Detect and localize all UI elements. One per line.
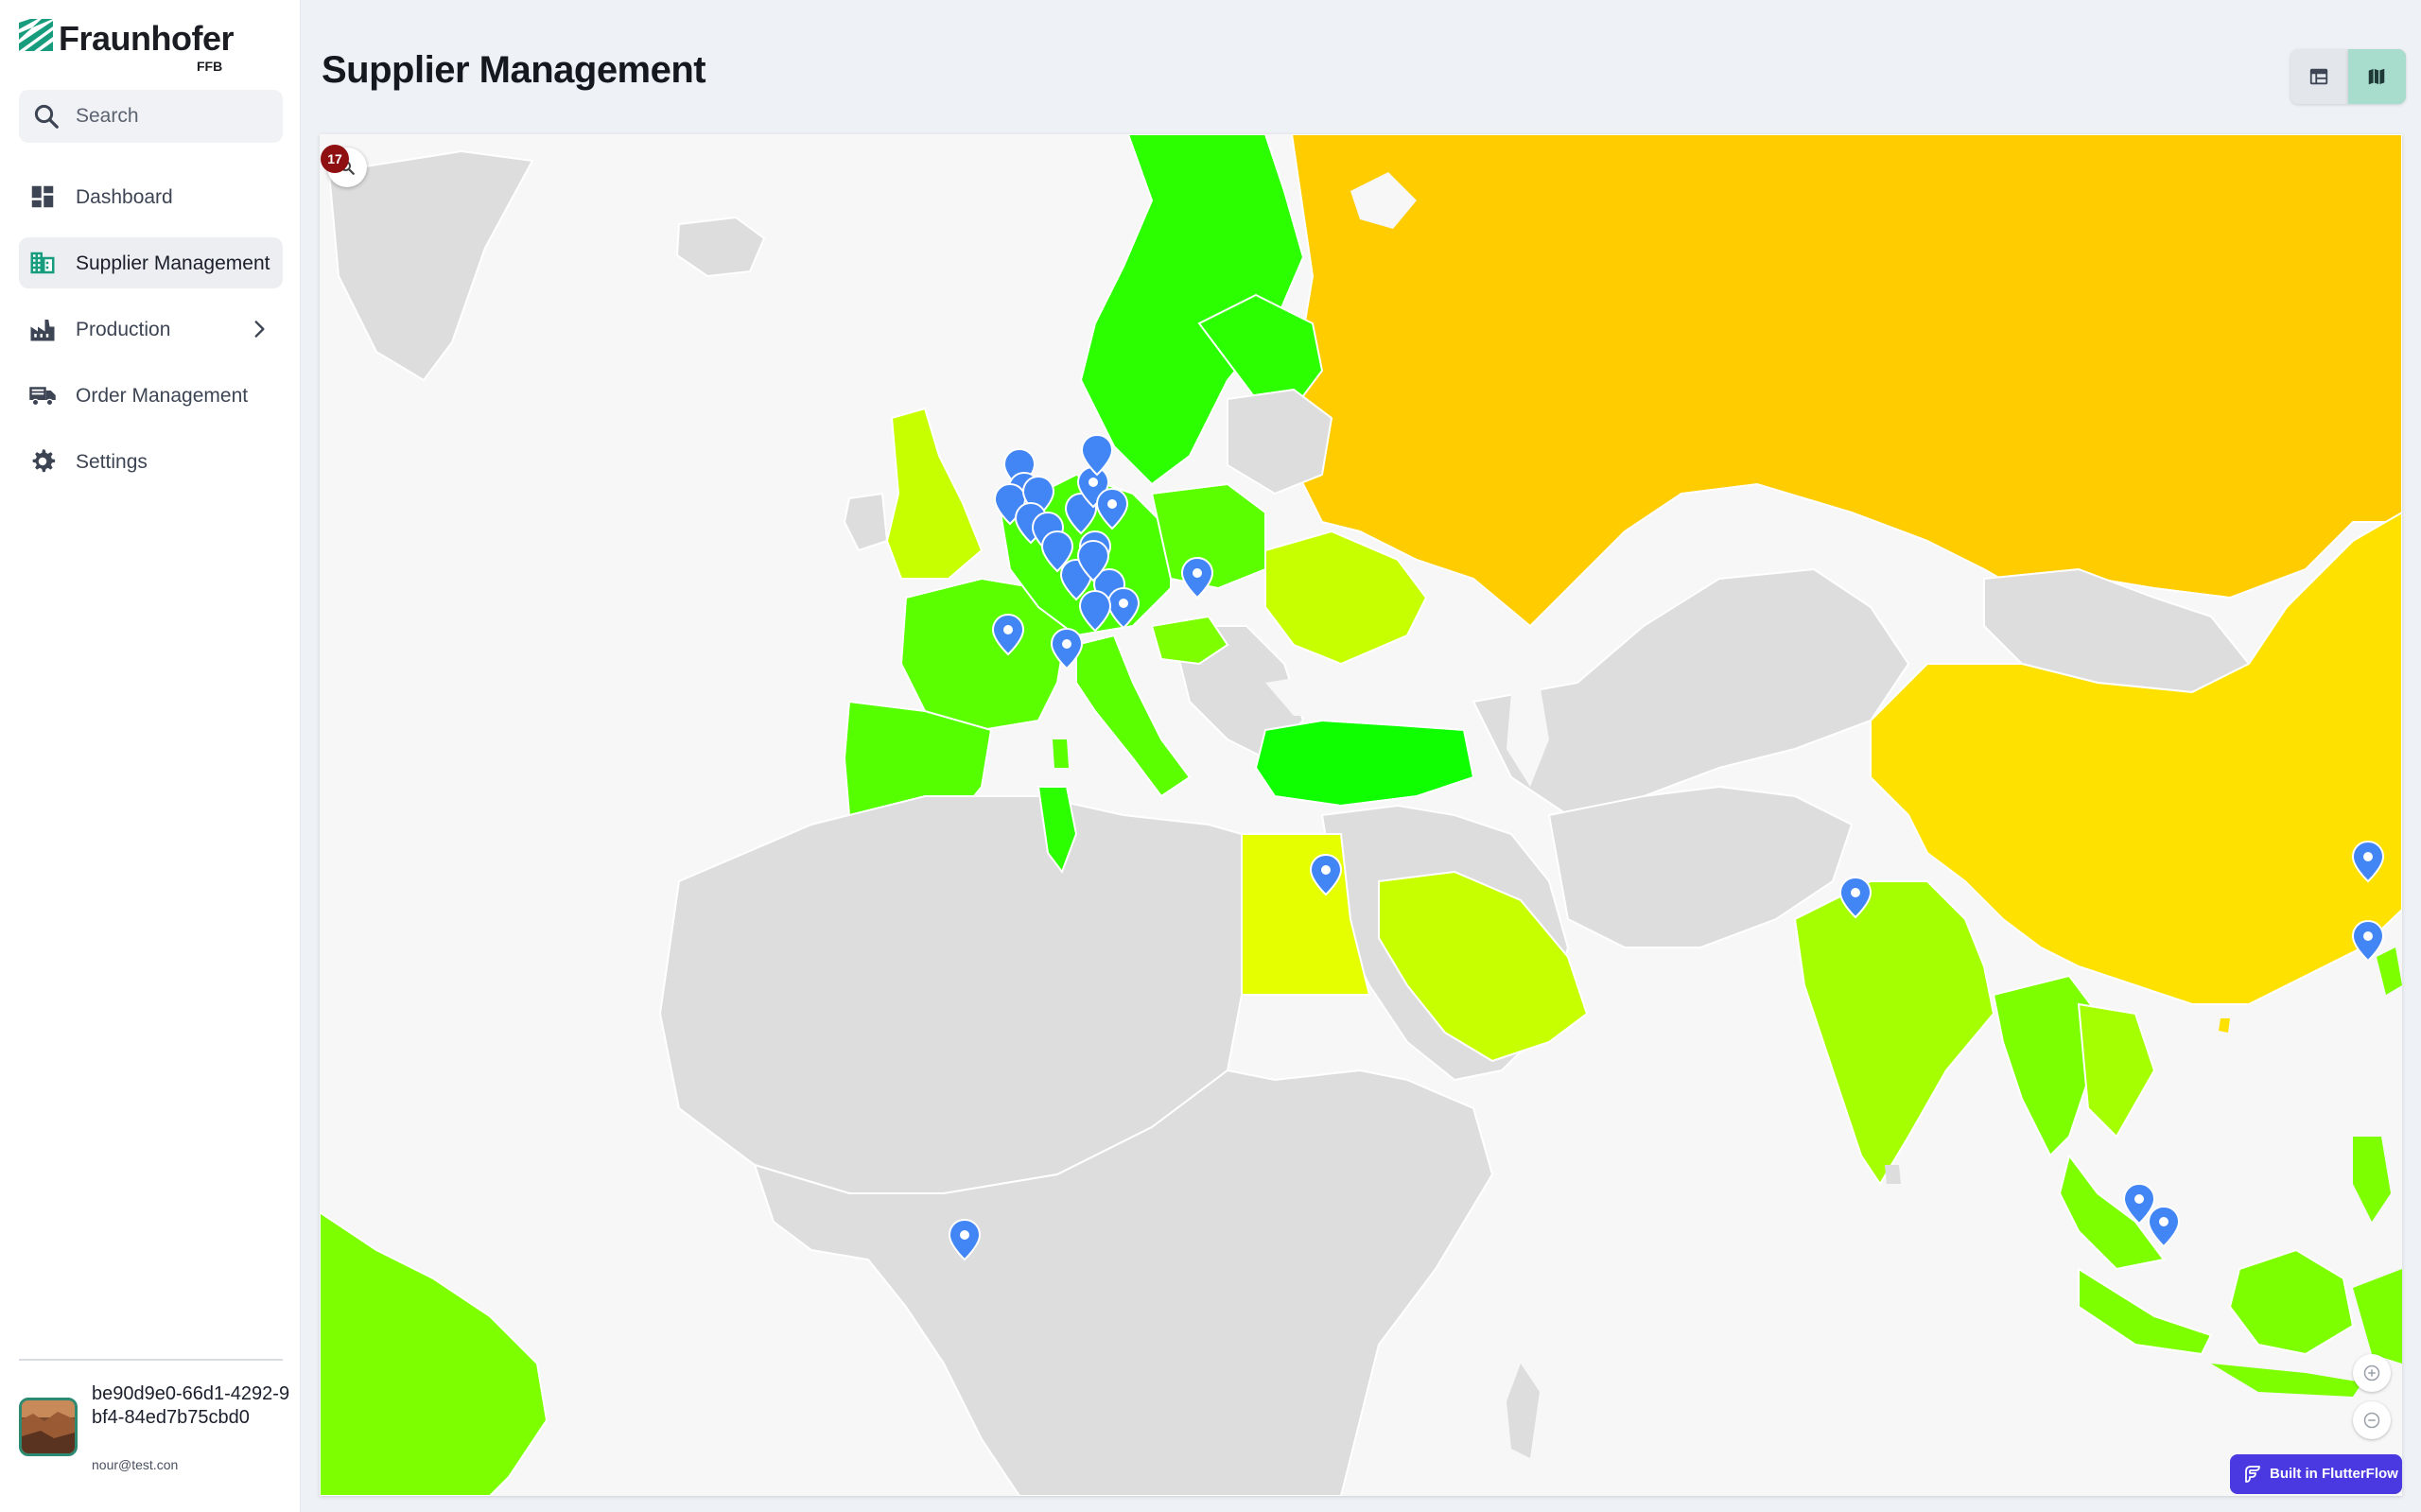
factory-icon xyxy=(30,320,55,341)
map-search-button[interactable]: 17 xyxy=(321,145,367,187)
sidebar-item-label: Order Management xyxy=(76,385,249,407)
chevron-right-icon xyxy=(254,321,265,338)
truck-icon xyxy=(29,387,56,407)
user-email: nour@test.con xyxy=(92,1457,179,1472)
domain-icon xyxy=(30,252,55,274)
cluster-count-badge: 17 xyxy=(321,145,349,173)
supplier-map[interactable]: 17 xyxy=(320,134,2402,1496)
sidebar-item-production[interactable]: Production xyxy=(19,304,283,355)
view-toggle xyxy=(2290,49,2406,104)
flutterflow-label: Built in FlutterFlow xyxy=(2270,1466,2398,1482)
logo-name: Fraunhofer xyxy=(59,19,235,58)
logo-sub: FFB xyxy=(197,59,223,74)
sidebar-item-label: Dashboard xyxy=(76,186,173,208)
built-in-flutterflow-badge[interactable]: Built in FlutterFlow xyxy=(2230,1454,2402,1494)
sidebar-item-label: Settings xyxy=(76,451,148,473)
world-map xyxy=(320,134,2402,1496)
supplier-markers xyxy=(948,433,2385,1261)
sidebar-item-label: Production xyxy=(76,319,171,340)
search-icon xyxy=(34,104,59,129)
user-id: be90d9e0-66d1-4292-9bf4-84ed7b75cbd0 xyxy=(92,1383,290,1428)
avatar[interactable] xyxy=(19,1398,78,1456)
avatar-image xyxy=(22,1400,75,1453)
page-title: Supplier Management xyxy=(322,49,706,91)
table-view-button[interactable] xyxy=(2290,49,2348,104)
sidebar-item-supplier-management[interactable]: Supplier Management xyxy=(19,237,283,288)
sidebar-item-dashboard[interactable]: Dashboard xyxy=(19,171,283,222)
map-view-button[interactable] xyxy=(2348,49,2406,104)
gear-icon xyxy=(32,449,56,473)
user-profile[interactable]: be90d9e0-66d1-4292-9bf4-84ed7b75cbd0 nou… xyxy=(19,1381,289,1475)
sidebar-item-label: Supplier Management xyxy=(76,252,270,274)
fraunhofer-logo-icon xyxy=(19,19,53,51)
zoom-out-button[interactable] xyxy=(2353,1401,2391,1439)
search-input[interactable]: Search xyxy=(19,90,283,143)
sidebar-item-settings[interactable]: Settings xyxy=(19,436,283,487)
dashboard-icon xyxy=(31,185,54,208)
sidebar-item-order-management[interactable]: Order Management xyxy=(19,370,283,421)
flutterflow-icon xyxy=(2245,1466,2260,1483)
sidebar-divider xyxy=(19,1359,283,1361)
map-icon xyxy=(2368,68,2385,85)
zoom-in-icon xyxy=(2363,1364,2380,1382)
search-placeholder: Search xyxy=(76,105,139,127)
zoom-in-button[interactable] xyxy=(2353,1354,2391,1392)
sidebar: Fraunhofer FFB Search Dashboard Supplier… xyxy=(0,0,301,1512)
zoom-out-icon xyxy=(2363,1412,2380,1429)
logo[interactable]: Fraunhofer FFB xyxy=(19,17,236,78)
table-icon xyxy=(2309,68,2328,85)
